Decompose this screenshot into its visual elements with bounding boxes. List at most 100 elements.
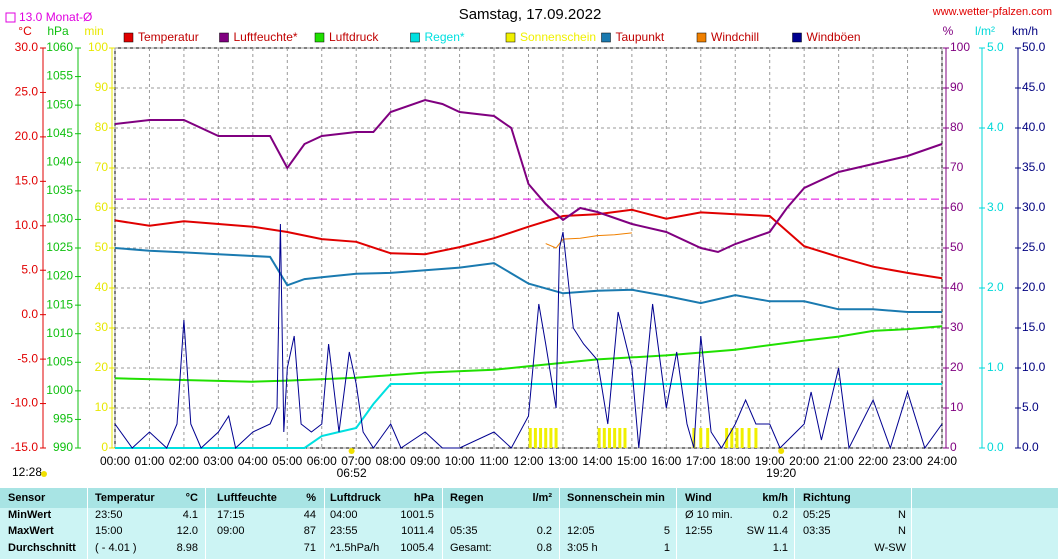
- table-header: %: [306, 492, 316, 504]
- y-tick-label: 50: [950, 240, 964, 254]
- sunshine-bar: [602, 428, 606, 448]
- y-tick-label: 25.0: [1022, 240, 1046, 254]
- y-tick-label: 0: [101, 440, 108, 454]
- legend-swatch: [696, 32, 707, 43]
- sunshine-bar: [623, 428, 627, 448]
- table-cell: SW 11.4: [747, 525, 788, 537]
- table-cell: 1011.4: [401, 525, 434, 537]
- sunshine-bar: [544, 428, 548, 448]
- table-cell: 09:00: [217, 525, 245, 537]
- table-cell-bg: [325, 508, 442, 559]
- table-cell: 8.98: [177, 542, 198, 554]
- y-tick-label: -15.0: [11, 440, 39, 454]
- legend-label: Luftdruck: [329, 30, 379, 44]
- y-tick-label: 10.0: [15, 218, 39, 232]
- axis-title: min: [84, 24, 103, 38]
- y-tick-label: 0.0: [1022, 440, 1039, 454]
- y-tick-label: 5.0: [987, 40, 1004, 54]
- legend-label: Temperatur: [138, 30, 199, 44]
- sunshine-bar: [597, 428, 601, 448]
- y-tick-label: 25.0: [15, 85, 39, 99]
- annotation: 19:20: [766, 466, 796, 480]
- y-tick-label: 40: [95, 280, 109, 294]
- legend-label: Luftfeuchte*: [234, 30, 298, 44]
- table-header-bg: [677, 488, 794, 508]
- y-tick-label: 1060: [46, 40, 73, 54]
- legend-label: Windböen: [807, 30, 861, 44]
- table-header: Regen: [450, 492, 484, 504]
- sunshine-bar: [754, 428, 758, 448]
- sunshine-bar: [730, 428, 734, 448]
- y-tick-label: 0.0: [987, 440, 1004, 454]
- y-tick-label: 995: [53, 412, 73, 426]
- sunshine-bar: [699, 428, 703, 448]
- y-tick-label: 45.0: [1022, 80, 1046, 94]
- axis-title: l/m²: [975, 24, 995, 38]
- legend-swatch: [601, 32, 611, 43]
- table-cell: 3:05 h: [567, 542, 598, 554]
- table-cell: 0.8: [537, 542, 552, 554]
- y-tick-label: 1.0: [987, 360, 1004, 374]
- x-tick-label: 07:00: [341, 454, 371, 468]
- table-header-bg: [325, 488, 442, 508]
- series-line: [545, 232, 632, 249]
- table-cell: N: [898, 509, 906, 521]
- x-tick-label: 04:00: [238, 454, 268, 468]
- x-tick-label: 11:00: [479, 454, 508, 468]
- y-tick-label: 100: [950, 40, 970, 54]
- sunshine-bar: [533, 428, 537, 448]
- y-tick-label: 15.0: [15, 174, 39, 188]
- y-tick-label: -5.0: [17, 351, 38, 365]
- y-tick-label: 2.0: [987, 280, 1004, 294]
- table-cell: 1: [664, 542, 670, 554]
- table-cell: 5: [664, 525, 670, 537]
- table-cell: 1005.4: [400, 542, 434, 554]
- table-cell: MinWert: [8, 509, 52, 521]
- sunshine-bar: [692, 428, 696, 448]
- sunshine-bar: [539, 428, 543, 448]
- axis-title: km/h: [1012, 24, 1038, 38]
- y-tick-label: 10: [95, 400, 109, 414]
- table-cell: ( - 4.01 ): [95, 542, 137, 554]
- table-cell-bg: [206, 508, 324, 559]
- y-tick-label: 30.0: [1022, 200, 1046, 214]
- sun-marker: [778, 448, 785, 454]
- x-tick-label: 15:00: [617, 454, 647, 468]
- table-cell-bg: [0, 508, 87, 559]
- table-cell: 03:35: [803, 525, 831, 537]
- table-cell-bg: [443, 508, 559, 559]
- y-tick-label: 990: [53, 440, 73, 454]
- table-cell: MaxWert: [8, 525, 54, 537]
- legend-label: Sonnenschein: [520, 30, 596, 44]
- x-tick-label: 22:00: [858, 454, 888, 468]
- table-cell: 15:00: [95, 525, 123, 537]
- table-header: km/h: [762, 492, 788, 504]
- x-tick-label: 01:00: [134, 454, 164, 468]
- table-header: Richtung: [803, 492, 851, 504]
- table-cell: 17:15: [217, 509, 245, 521]
- y-tick-label: 90: [950, 80, 964, 94]
- y-tick-label: -10.0: [11, 396, 39, 410]
- table-header: Luftfeuchte: [217, 492, 277, 504]
- y-tick-label: 1005: [46, 354, 73, 368]
- y-tick-label: 10.0: [1022, 360, 1046, 374]
- y-tick-label: 5.0: [1022, 400, 1039, 414]
- x-tick-label: 17:00: [686, 454, 716, 468]
- table-cell: 1001.5: [400, 509, 434, 521]
- table-cell: 12:55: [685, 525, 713, 537]
- table-cell: 23:50: [95, 509, 123, 521]
- y-tick-label: 100: [88, 40, 108, 54]
- x-tick-label: 12:00: [513, 454, 543, 468]
- legend-swatch: [219, 32, 229, 43]
- series-line: [114, 247, 942, 313]
- x-tick-label: 10:00: [445, 454, 475, 468]
- axis-title: °C: [18, 24, 32, 38]
- x-tick-label: 16:00: [651, 454, 681, 468]
- table-header-bg: [88, 488, 205, 508]
- table-header-bg: [560, 488, 676, 508]
- y-tick-label: 30.0: [15, 40, 39, 54]
- y-tick-label: 90: [95, 80, 109, 94]
- legend-label: Regen*: [425, 30, 465, 44]
